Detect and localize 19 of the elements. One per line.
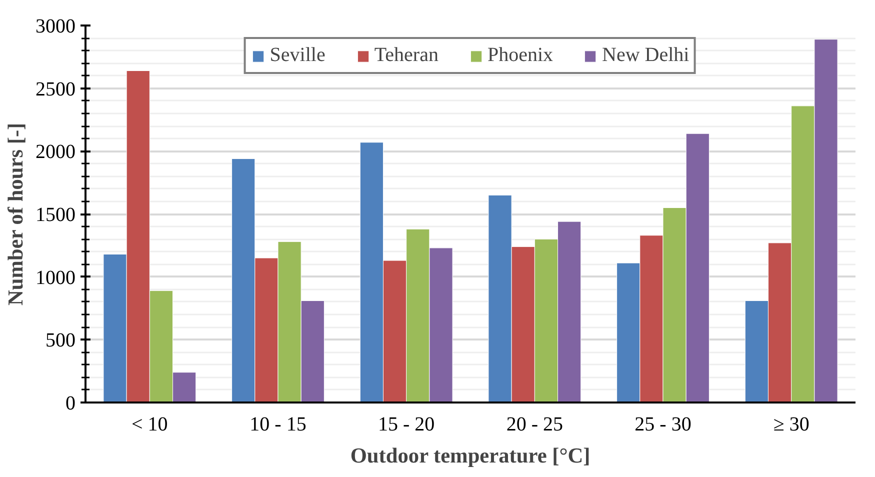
legend-label: Teheran <box>374 44 438 67</box>
x-tick-label: 25 - 30 <box>634 414 692 436</box>
x-tick-label: 15 - 20 <box>378 414 435 436</box>
y-tick-label: 1000 <box>36 266 76 289</box>
legend-label: New Delhi <box>602 44 690 67</box>
y-tick-label: 1500 <box>36 204 76 226</box>
y-tick-label: 2500 <box>36 78 76 100</box>
legend-label: Phoenix <box>487 44 554 67</box>
y-tick-label: 500 <box>46 330 76 352</box>
legend-label: Seville <box>270 44 326 67</box>
y-axis-title: Number of hours [-] <box>4 122 28 306</box>
x-axis-title: Outdoor temperature [°C] <box>350 444 590 468</box>
x-tick-label: 10 - 15 <box>250 414 306 436</box>
x-tick-label: ≥ 30 <box>773 414 810 436</box>
x-tick-label: 20 - 25 <box>506 414 564 436</box>
y-tick-label: 2000 <box>36 141 76 164</box>
x-tick-label: < 10 <box>132 414 168 436</box>
y-tick-label: 0 <box>66 392 76 414</box>
y-tick-label: 3000 <box>36 16 76 38</box>
